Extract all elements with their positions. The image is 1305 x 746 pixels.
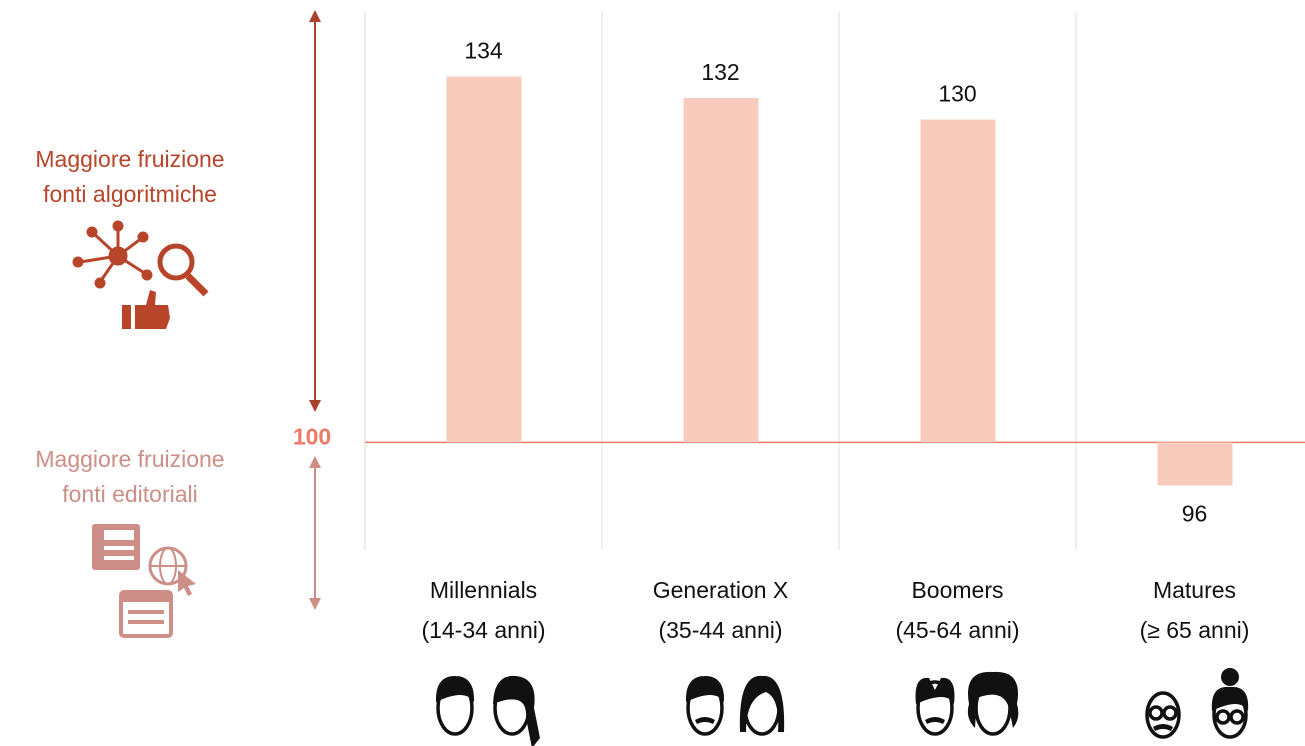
x-tick-note: (≥ 65 anni) — [1140, 617, 1250, 643]
value-label: 132 — [701, 59, 739, 85]
algorithm-icon — [72, 220, 209, 329]
annotation: Maggiore fruizione — [35, 446, 224, 472]
x-tick-label: Generation X — [653, 577, 789, 603]
value-label: 96 — [1182, 501, 1208, 527]
value-label: 130 — [938, 81, 976, 107]
bar — [683, 98, 759, 443]
annotation: Maggiore fruizione — [35, 146, 224, 172]
bar — [920, 119, 996, 443]
down-arrow — [309, 456, 321, 610]
annotation: fonti algoritmiche — [43, 181, 217, 207]
x-tick-label: Matures — [1153, 577, 1236, 603]
value-label: 134 — [464, 38, 503, 64]
annotation: fonti editoriali — [62, 481, 198, 507]
x-tick-label: Millennials — [430, 577, 537, 603]
bar — [446, 76, 522, 443]
y-tick-label: 100 — [293, 423, 331, 449]
face-icons — [435, 668, 1249, 746]
x-tick-note: (45-64 anni) — [895, 617, 1019, 643]
editorial-icon — [92, 524, 196, 638]
x-tick-label: Boomers — [911, 577, 1003, 603]
up-arrow — [309, 10, 321, 412]
x-tick-note: (14-34 anni) — [421, 617, 545, 643]
bar — [1157, 442, 1233, 486]
x-tick-note: (35-44 anni) — [658, 617, 782, 643]
